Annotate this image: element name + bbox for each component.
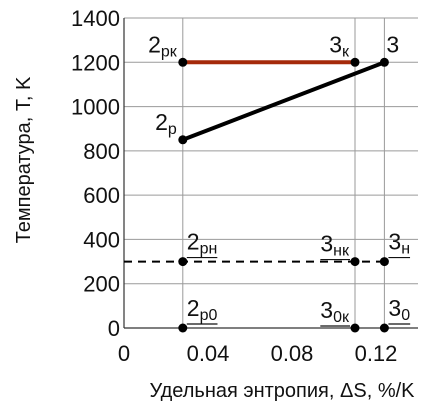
state-point-marker <box>178 57 188 67</box>
state-point-number: 3 <box>320 231 333 257</box>
y-tick-label: 600 <box>83 183 120 208</box>
state-point-subscript: рн <box>200 241 218 258</box>
x-tick-label: 0.04 <box>187 341 230 366</box>
state-point-marker <box>350 323 360 333</box>
y-tick-label: 1200 <box>71 50 120 75</box>
state-point-label: 2рн <box>187 229 218 258</box>
y-tick-label: 800 <box>83 139 120 164</box>
state-point-label: 2р0 <box>187 295 218 324</box>
state-point-number: 3 <box>388 295 401 321</box>
y-tick-label: 400 <box>83 227 120 252</box>
state-point-number: 2 <box>187 229 200 255</box>
state-point-label: 3 <box>386 31 399 57</box>
state-point-subscript: 0к <box>333 309 350 326</box>
x-tick-label: 0.08 <box>271 341 314 366</box>
state-point-label: 2рк <box>148 31 178 60</box>
state-point-number: 3 <box>386 31 399 57</box>
marker-layer <box>178 57 389 333</box>
y-tick-label: 200 <box>83 272 120 297</box>
state-point-subscript: р0 <box>200 307 218 324</box>
state-point-number: 2 <box>148 31 161 57</box>
state-point-number: 3 <box>388 229 401 255</box>
state-point-number: 2 <box>155 109 168 135</box>
state-point-marker <box>350 257 360 267</box>
x-tick-label: 0.12 <box>355 341 398 366</box>
state-point-label: 3нк <box>320 231 350 260</box>
state-point-label: 3к <box>329 31 350 60</box>
y-tick-label: 1000 <box>71 95 120 120</box>
line-layer <box>124 60 386 263</box>
state-point-number: 3 <box>320 297 333 323</box>
state-point-subscript: р <box>168 121 177 138</box>
state-point-marker <box>379 57 389 67</box>
x-tick-label: 0 <box>118 341 130 366</box>
y-tick-label: 0 <box>108 316 120 341</box>
series-line-1 <box>182 60 386 142</box>
y-tick-label: 1400 <box>71 6 120 31</box>
state-point-label: 3н <box>388 229 410 258</box>
state-point-marker <box>178 323 188 333</box>
state-point-label: 30к <box>320 297 350 326</box>
state-point-marker <box>178 257 188 267</box>
state-point-label: 2р <box>155 109 177 138</box>
state-point-number: 3 <box>329 31 342 57</box>
state-point-subscript: к <box>342 43 350 60</box>
state-point-number: 2 <box>187 295 200 321</box>
tick-layer: 0 200 400 600 800 1000 1200 1400 0 0.04 0.08 0.12 <box>71 6 397 366</box>
state-point-label: 30 <box>388 295 410 324</box>
x-axis-title: Удельная энтропия, ΔS, %/K <box>149 380 415 402</box>
state-point-marker <box>178 135 188 145</box>
state-point-subscript: н <box>401 241 410 258</box>
state-point-subscript: 0 <box>401 307 410 324</box>
state-point-subscript: рк <box>161 43 178 60</box>
state-point-marker <box>350 57 360 67</box>
state-point-subscript: нк <box>333 243 350 260</box>
state-point-marker <box>379 323 389 333</box>
y-axis-title: Температура, T, K <box>13 76 35 243</box>
state-point-marker <box>379 257 389 267</box>
